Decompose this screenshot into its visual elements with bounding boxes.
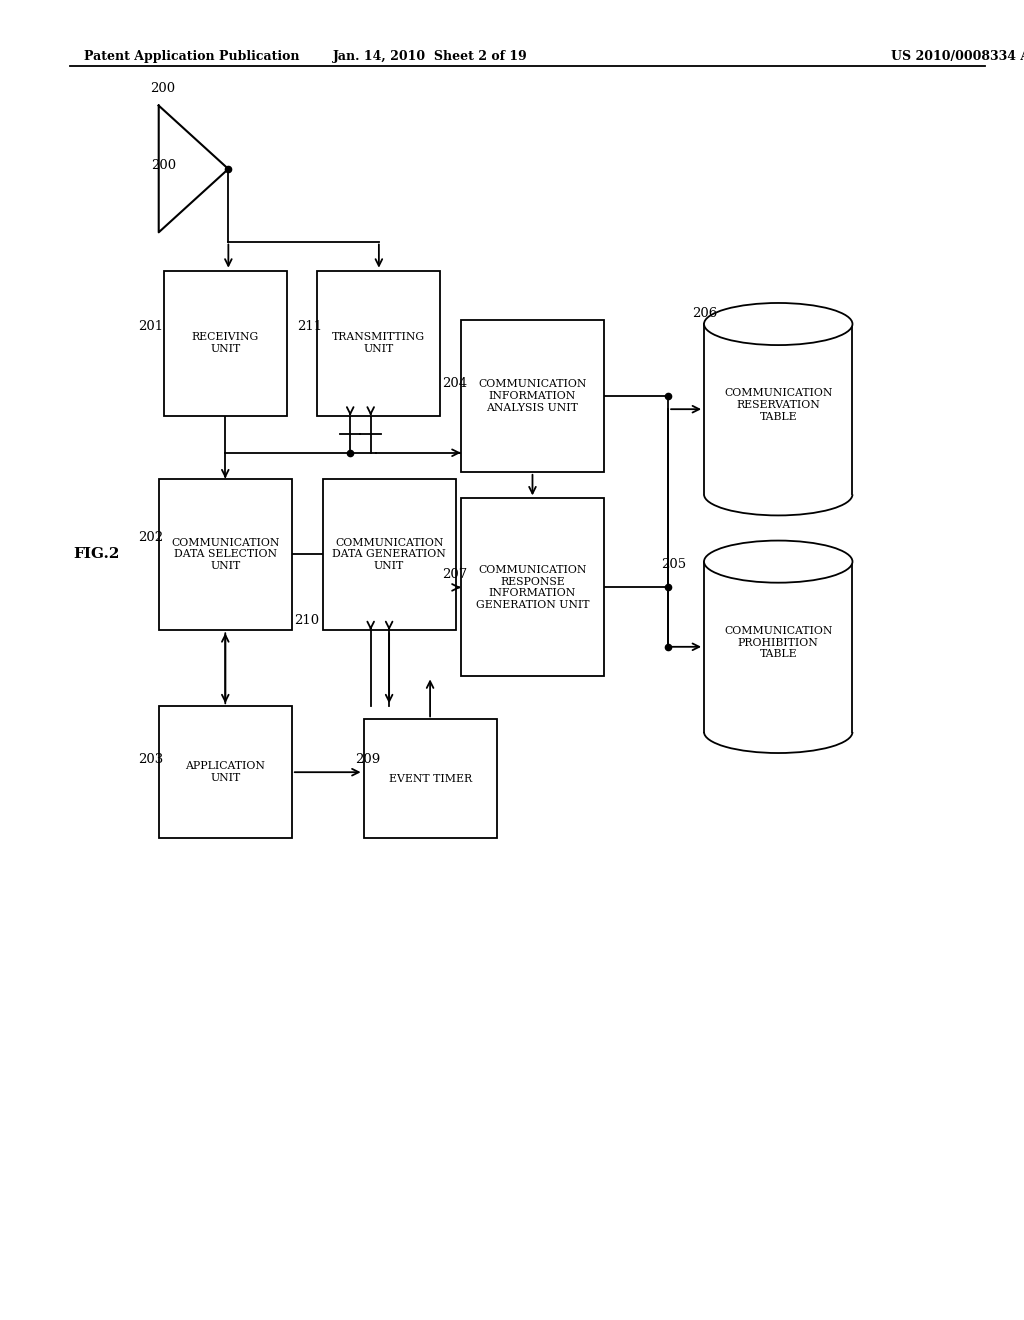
Bar	[323, 479, 456, 631]
Text: 203: 203	[138, 752, 164, 766]
Text: COMMUNICATION
DATA SELECTION
UNIT: COMMUNICATION DATA SELECTION UNIT	[171, 537, 280, 572]
Text: 201: 201	[138, 319, 164, 333]
Text: COMMUNICATION
PROHIBITION
TABLE: COMMUNICATION PROHIBITION TABLE	[724, 626, 833, 659]
Bar	[159, 706, 292, 838]
Text: FIG.2: FIG.2	[74, 548, 120, 561]
Text: 200: 200	[151, 82, 176, 95]
Text: RECEIVING
UNIT: RECEIVING UNIT	[191, 333, 259, 354]
Text: COMMUNICATION
DATA GENERATION
UNIT: COMMUNICATION DATA GENERATION UNIT	[332, 537, 446, 572]
Bar	[461, 498, 604, 676]
Bar	[705, 323, 852, 495]
Text: 204: 204	[442, 376, 468, 389]
Text: COMMUNICATION
INFORMATION
ANALYSIS UNIT: COMMUNICATION INFORMATION ANALYSIS UNIT	[478, 379, 587, 413]
Text: US 2010/0008334 A1: US 2010/0008334 A1	[891, 50, 1024, 63]
Ellipse shape	[705, 304, 852, 345]
Text: 200: 200	[152, 158, 177, 172]
Bar	[364, 719, 497, 838]
Text: COMMUNICATION
RESPONSE
INFORMATION
GENERATION UNIT: COMMUNICATION RESPONSE INFORMATION GENER…	[476, 565, 589, 610]
Bar	[461, 321, 604, 473]
Text: 210: 210	[294, 614, 319, 627]
Text: 209: 209	[355, 752, 381, 766]
Ellipse shape	[705, 541, 852, 582]
Text: 202: 202	[138, 531, 164, 544]
Bar	[164, 271, 287, 416]
Text: EVENT TIMER: EVENT TIMER	[388, 774, 472, 784]
Bar	[705, 561, 852, 733]
Text: 206: 206	[692, 306, 718, 319]
Bar	[159, 479, 292, 631]
Text: APPLICATION
UNIT: APPLICATION UNIT	[185, 762, 265, 783]
Text: Jan. 14, 2010  Sheet 2 of 19: Jan. 14, 2010 Sheet 2 of 19	[333, 50, 527, 63]
Bar	[317, 271, 440, 416]
Text: 205: 205	[662, 557, 687, 570]
Text: 211: 211	[297, 319, 323, 333]
Text: COMMUNICATION
RESERVATION
TABLE: COMMUNICATION RESERVATION TABLE	[724, 388, 833, 421]
Text: Patent Application Publication: Patent Application Publication	[84, 50, 299, 63]
Text: TRANSMITTING
UNIT: TRANSMITTING UNIT	[333, 333, 425, 354]
Text: 207: 207	[442, 568, 468, 581]
